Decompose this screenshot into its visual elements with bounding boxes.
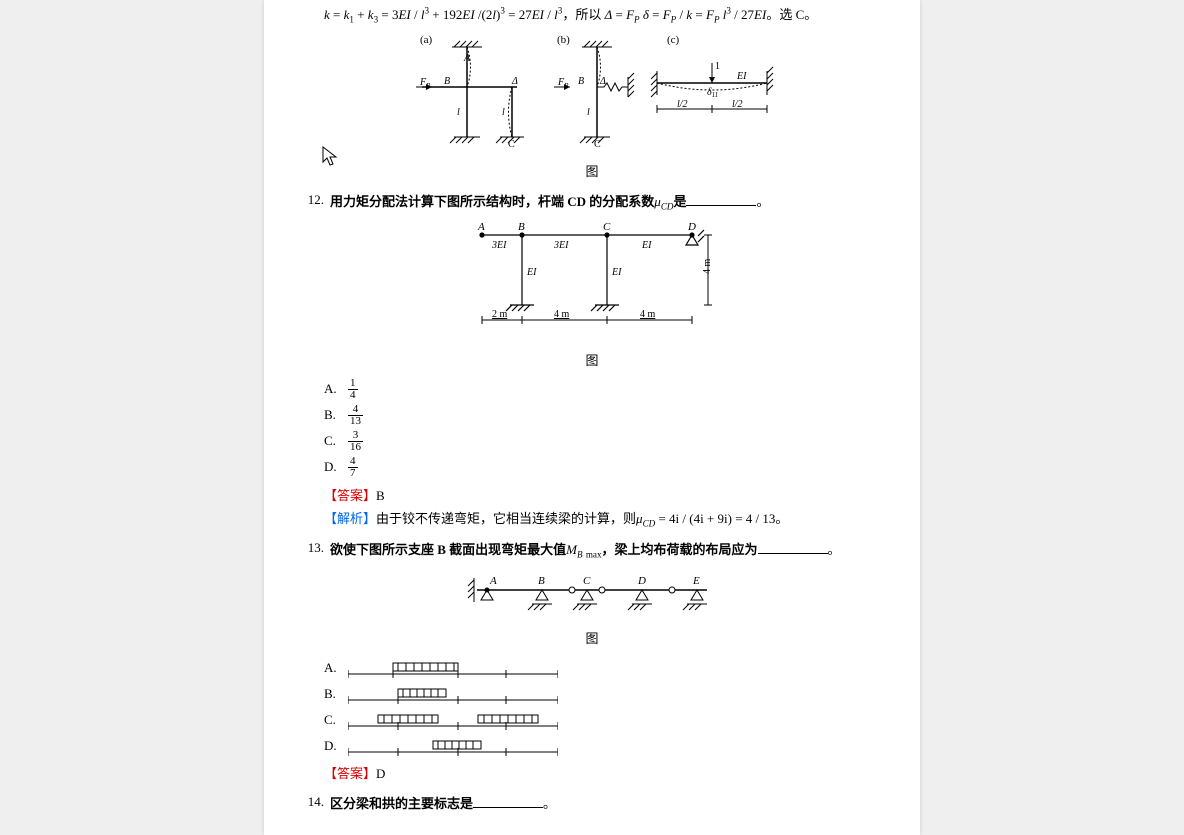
svg-text:l/2: l/2 — [677, 99, 688, 110]
problem-number: 12. — [294, 192, 330, 214]
svg-text:A: A — [489, 575, 497, 587]
document-page: k = k1 + k3 = 3EI / l3 + 192EI /(2l)3 = … — [264, 0, 920, 835]
svg-text:l: l — [587, 107, 590, 118]
svg-text:EI: EI — [736, 71, 747, 82]
option-d: D. — [324, 733, 890, 759]
svg-text:A: A — [477, 221, 485, 233]
svg-text:3EI: 3EI — [553, 240, 569, 251]
label-b: (b) — [557, 34, 570, 46]
svg-text:B: B — [538, 575, 545, 587]
option-b: B. — [324, 681, 890, 707]
figure-caption-1: 图 — [294, 161, 890, 180]
problem-14: 14. 区分梁和拱的主要标志是。 — [294, 794, 890, 815]
svg-text:4 m: 4 m — [702, 258, 713, 274]
svg-text:C: C — [508, 139, 515, 150]
svg-text:B: B — [578, 76, 584, 87]
svg-text:l/2: l/2 — [732, 99, 743, 110]
explanation-q12: 【解析】由于铰不传递弯矩，它相当连续梁的计算，则μCD = 4i / (4i +… — [324, 508, 890, 529]
label-a: (a) — [420, 34, 433, 46]
svg-text:l: l — [502, 107, 505, 118]
label-c: (c) — [667, 34, 680, 46]
svg-text:EI: EI — [526, 267, 537, 278]
svg-text:E: E — [692, 575, 700, 587]
svg-text:EI: EI — [611, 267, 622, 278]
svg-text:δ11: δ11 — [707, 87, 718, 99]
svg-text:2 m: 2 m — [492, 309, 508, 320]
svg-text:C: C — [603, 221, 611, 233]
options-q13: A. B. — [324, 655, 890, 759]
svg-text:C: C — [583, 575, 591, 587]
svg-text:l: l — [457, 107, 460, 118]
option-c: C. — [324, 707, 890, 733]
svg-text:B: B — [518, 221, 525, 233]
svg-text:3EI: 3EI — [491, 240, 507, 251]
option-a: A. — [324, 655, 890, 681]
figure-caption-3: 图 — [294, 628, 890, 647]
svg-text:4 m: 4 m — [640, 309, 656, 320]
problem-13: 13. 欲使下图所示支座 B 截面出现弯矩最大值MB max，梁上均布荷载的布局… — [294, 540, 890, 562]
svg-text:Δ: Δ — [511, 76, 518, 87]
equation-line: k = k1 + k3 = 3EI / l3 + 192EI /(2l)3 = … — [324, 0, 890, 25]
figure-q12: A B C D 3EI 3EI EI EI EI 2 m 4 m 4 m 4 m — [294, 220, 890, 344]
problem-12: 12. 用力矩分配法计算下图所示结构时，杆端 CD 的分配系数μCD是。 — [294, 192, 890, 214]
problem-number: 13. — [294, 540, 330, 562]
answer-q13: 【答案】D — [324, 763, 890, 782]
svg-text:D: D — [637, 575, 646, 587]
figure-row-abc: (a) A FP B Δ — [294, 31, 890, 155]
svg-text:EI: EI — [641, 240, 652, 251]
svg-text:1: 1 — [715, 61, 720, 72]
figure-q13: A B C D E — [294, 568, 890, 622]
answer-q12: 【答案】B — [324, 485, 890, 504]
options-q12: A.14 B.413 C.316 D.47 — [324, 377, 890, 481]
svg-text:D: D — [687, 221, 696, 233]
svg-text:B: B — [444, 76, 450, 87]
figure-caption-2: 图 — [294, 350, 890, 369]
svg-text:4 m: 4 m — [554, 309, 570, 320]
problem-number: 14. — [294, 794, 330, 815]
